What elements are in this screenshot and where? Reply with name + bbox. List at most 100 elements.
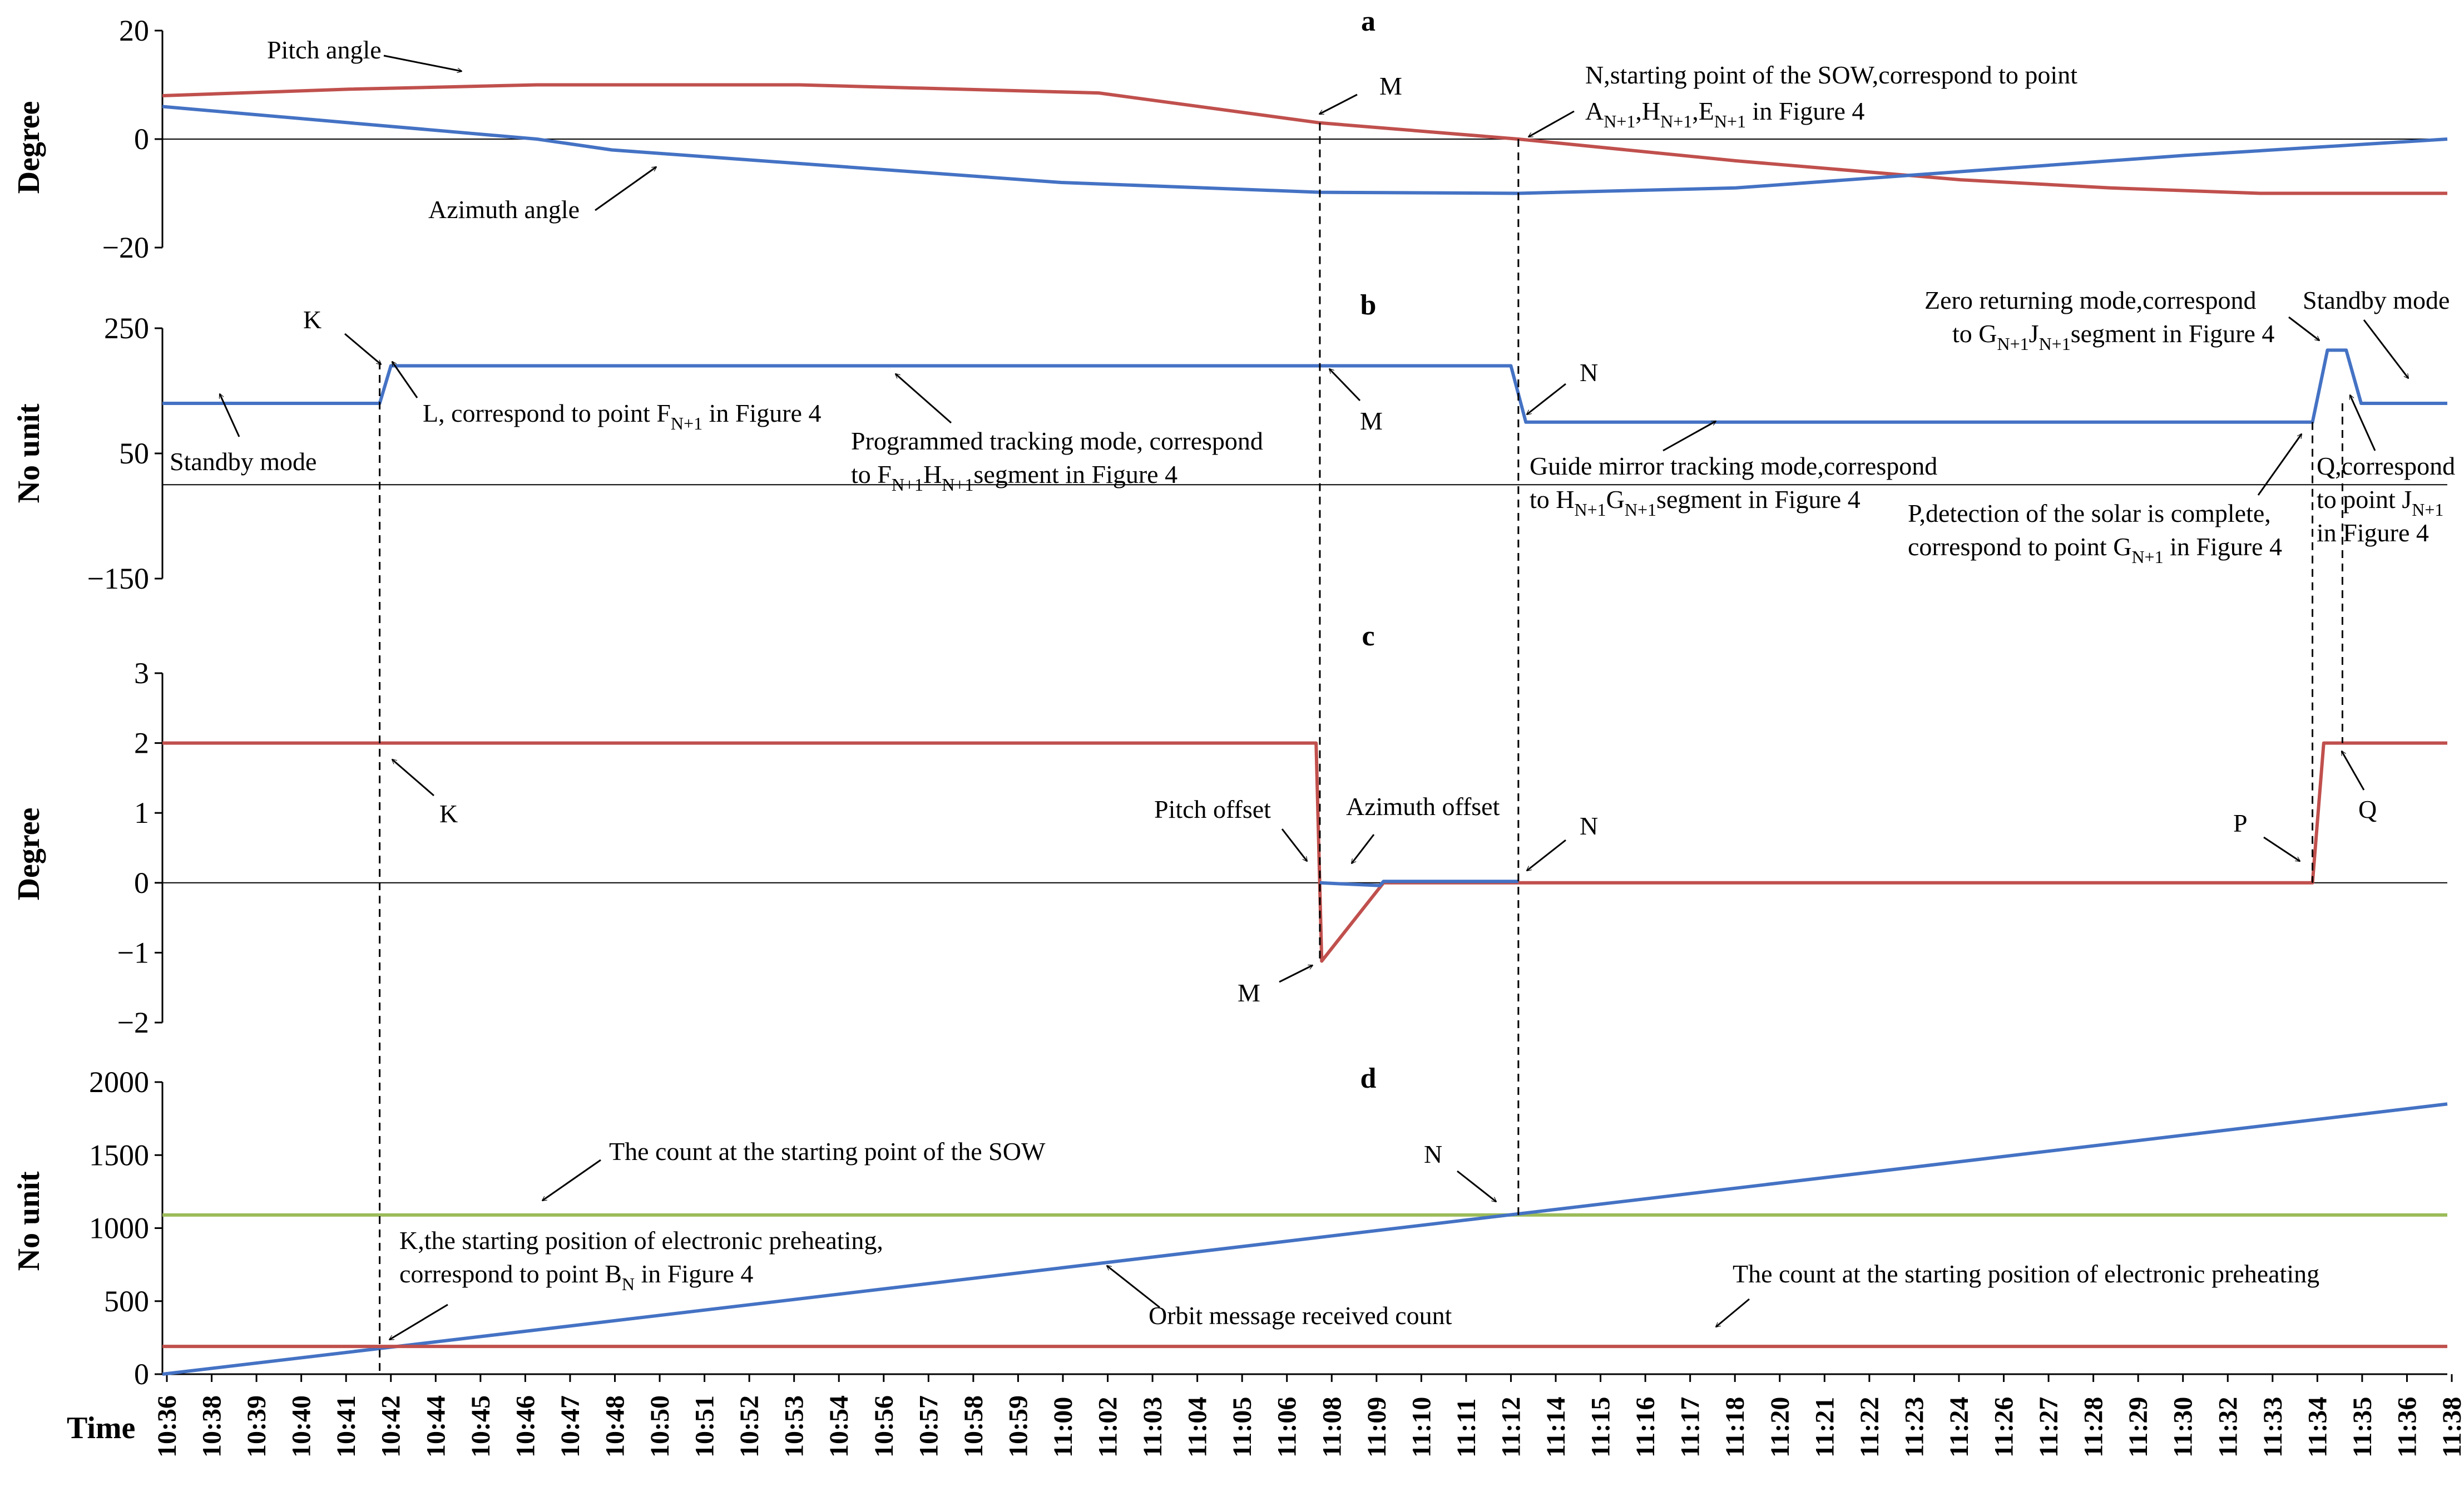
annot-b-standby2: Standby mode: [2303, 286, 2450, 314]
ytick-label-c: 0: [134, 866, 149, 900]
arrow-b-prog: [895, 374, 952, 424]
ytick-label-d: 500: [104, 1285, 149, 1318]
x-tick-labels: 10:36 10:38 10:39 10:40 10:41 10:42 10:44 10:45…: [152, 1395, 2464, 1458]
series-line-b-mode: [162, 348, 2447, 424]
annot-b-guide-line2: to HN+1GN+1segment in Figure 4: [1530, 485, 1861, 520]
xtick-label: 11:34: [2303, 1397, 2332, 1458]
ytick-label-c: −2: [117, 1006, 149, 1039]
annot-b-n: N: [1580, 358, 1598, 387]
xtick-label: 11:22: [1855, 1397, 1884, 1458]
xtick-label: 10:57: [914, 1395, 943, 1458]
xtick-label: 10:39: [242, 1395, 271, 1458]
xlabel-time: Time: [67, 1411, 135, 1445]
ytick-label-c: 3: [134, 656, 149, 690]
xtick-label: 10:48: [600, 1395, 630, 1458]
arrow-a-azimuth: [595, 166, 656, 211]
annot-b-p-line2: correspond to point GN+1 in Figure 4: [1908, 532, 2282, 567]
xtick-label: 11:36: [2392, 1397, 2422, 1458]
xtick-label: 11:10: [1407, 1397, 1436, 1458]
ytick-label-c: 2: [134, 727, 149, 760]
arrow-c-pitch: [1281, 828, 1307, 861]
annot-a-n-line1: N,starting point of the SOW,correspond t…: [1585, 61, 2077, 89]
annot-d-n: N: [1424, 1140, 1442, 1168]
xtick-label: 11:28: [2079, 1397, 2109, 1458]
annot-b-m: M: [1360, 407, 1383, 435]
annot-a-pitch: Pitch angle: [267, 36, 382, 64]
arrow-c-q: [2341, 751, 2365, 791]
series-line-c-pitch-offset: [162, 741, 2447, 963]
arrow-b-k: [344, 333, 381, 364]
arrow-c-k: [392, 759, 434, 797]
axes-layer: 20 0 −20 250 50 −150 3 2 1 0 −1 −2 2000 1500 1000 500 0: [87, 14, 2453, 1391]
xtick-label: 11:35: [2348, 1397, 2377, 1458]
ylabel-d: No unit: [12, 1171, 46, 1271]
ytick-label-b: −150: [87, 562, 149, 595]
series-line-a-azimuth-angle: [162, 105, 2448, 195]
arrow-b-l: [391, 362, 418, 398]
xtick-label: 11:03: [1138, 1397, 1167, 1458]
ylabel-c: Degree: [12, 808, 46, 901]
xtick-label: 11:16: [1631, 1397, 1660, 1458]
xtick-label: 11:26: [1990, 1397, 2019, 1458]
xtick-label: 11:24: [1945, 1397, 1974, 1458]
xtick-label: 10:59: [1003, 1395, 1033, 1458]
panel-label-c: c: [1362, 620, 1374, 652]
annot-b-l: L, correspond to point FN+1 in Figure 4: [423, 399, 821, 433]
panel-label-d: d: [1360, 1063, 1377, 1094]
annot-c-p: P: [2233, 809, 2248, 837]
xtick-label: 11:15: [1586, 1397, 1616, 1458]
ytick-label-a: 0: [134, 122, 149, 156]
xtick-label: 10:38: [197, 1395, 227, 1458]
xtick-label: 11:21: [1810, 1397, 1839, 1458]
annot-d-orbit: Orbit message received count: [1149, 1301, 1452, 1330]
arrow-c-azimuth: [1352, 834, 1375, 863]
annot-c-n: N: [1580, 812, 1598, 840]
annot-c-pitch: Pitch offset: [1154, 795, 1271, 823]
xtick-label: 11:30: [2169, 1397, 2198, 1458]
ylabel-a: Degree: [12, 101, 46, 194]
annot-c-m: M: [1238, 979, 1260, 1007]
arrow-b-m: [1329, 369, 1361, 402]
arrow-b-standby2: [2363, 319, 2408, 378]
xtick-label: 10:47: [556, 1395, 585, 1458]
arrow-b-q: [2349, 395, 2376, 451]
ytick-label-b: 50: [119, 437, 149, 470]
annot-c-azimuth: Azimuth offset: [1346, 792, 1500, 821]
annot-d-preheat: The count at the starting position of el…: [1733, 1260, 2319, 1288]
panel-label-b: b: [1360, 289, 1377, 321]
xtick-label: 11:04: [1183, 1397, 1213, 1458]
arrow-c-n: [1527, 839, 1566, 871]
annot-b-q-line3: in Figure 4: [2317, 519, 2429, 547]
xtick-label: 10:42: [377, 1395, 406, 1458]
xtick-label: 11:14: [1541, 1397, 1571, 1458]
xtick-label: 11:05: [1228, 1397, 1257, 1458]
xtick-label: 10:41: [331, 1395, 361, 1458]
annot-b-zero-line2: to GN+1JN+1segment in Figure 4: [1952, 319, 2274, 354]
ylabel-b: No unit: [12, 403, 46, 503]
xtick-label: 11:33: [2258, 1397, 2288, 1458]
xtick-label: 11:09: [1362, 1397, 1392, 1458]
xtick-label: 11:18: [1720, 1397, 1750, 1458]
xtick-label: 11:32: [2213, 1397, 2243, 1458]
series-layer: [162, 83, 2448, 1376]
arrow-d-k: [389, 1304, 448, 1341]
xtick-label: 11:06: [1273, 1397, 1302, 1458]
xtick-label: 11:17: [1676, 1397, 1705, 1458]
ytick-label-d: 0: [134, 1357, 149, 1391]
xtick-label: 10:56: [869, 1395, 899, 1458]
arrow-d-n: [1457, 1170, 1496, 1202]
xtick-label: 10:58: [959, 1395, 988, 1458]
annot-a-azimuth: Azimuth angle: [428, 195, 580, 224]
xtick-label: 10:44: [421, 1395, 451, 1458]
ytick-label-c: 1: [134, 796, 149, 830]
annot-d-sow: The count at the starting point of the S…: [609, 1137, 1046, 1166]
annot-b-standby: Standby mode: [170, 447, 316, 476]
xtick-label: 11:12: [1496, 1397, 1526, 1458]
xtick-label: 10:51: [690, 1395, 720, 1458]
annot-d-k-line2: correspond to point BN in Figure 4: [399, 1260, 753, 1294]
ytick-label-c: −1: [117, 936, 149, 969]
arrow-a-pitch: [383, 55, 462, 71]
arrow-b-p: [2257, 434, 2303, 496]
xtick-label: 11:29: [2124, 1397, 2153, 1458]
